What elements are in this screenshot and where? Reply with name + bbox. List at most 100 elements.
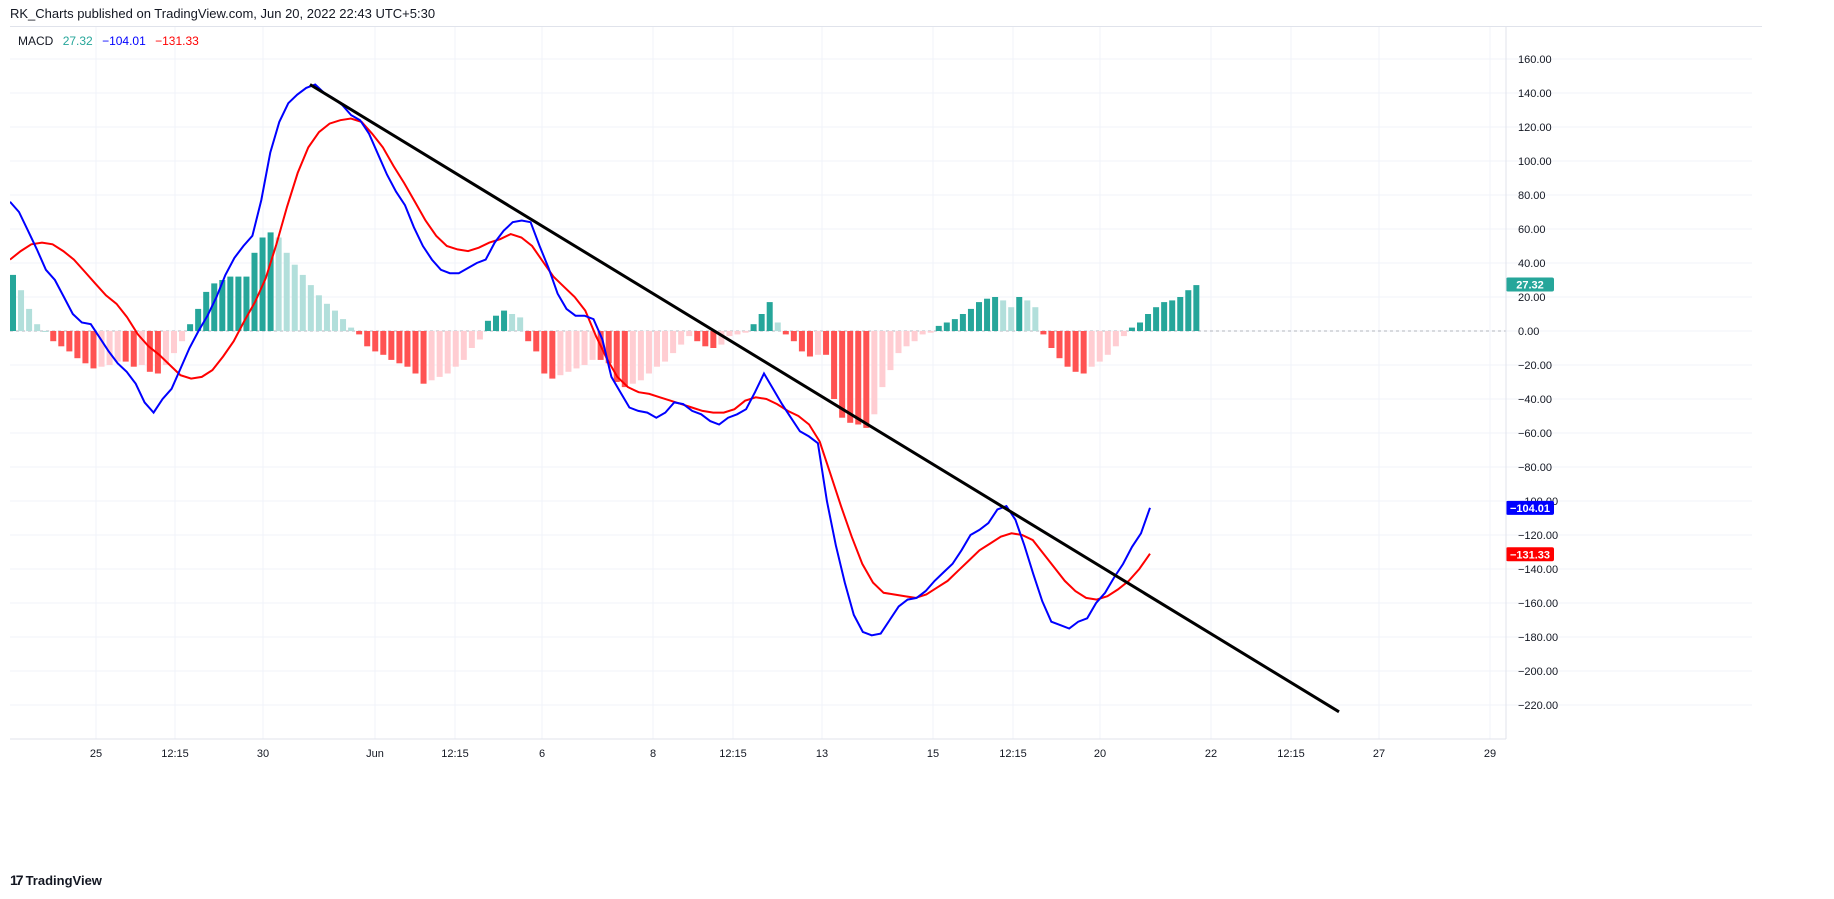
histogram-bar [509, 314, 516, 331]
histogram-bar [436, 331, 443, 377]
histogram-bar [203, 291, 210, 331]
histogram-bar [863, 331, 870, 428]
histogram-bar [50, 331, 57, 342]
histogram-bar [18, 290, 25, 331]
histogram-bar [742, 331, 749, 333]
y-tick-label: −200.00 [1518, 666, 1558, 678]
x-tick-label: 12:15 [161, 748, 189, 760]
histogram-bar [26, 308, 33, 331]
y-tick-label: −20.00 [1518, 360, 1552, 372]
histogram-bar [348, 327, 355, 331]
publish-info: RK_Charts published on TradingView.com, … [10, 6, 436, 21]
histogram-bar [637, 331, 644, 381]
histogram-bar [847, 331, 854, 423]
histogram-bar [291, 264, 298, 331]
histogram-bar [243, 276, 250, 331]
histogram-bar [444, 331, 451, 374]
histogram-bar [758, 314, 765, 331]
x-tick-label: 12:15 [441, 748, 469, 760]
histogram-bar [171, 331, 177, 354]
macd-value: −104.01 [102, 34, 146, 48]
macd-chart[interactable]: 160.00140.00120.00100.0080.0060.0040.002… [10, 27, 1762, 865]
histogram-bar [887, 331, 894, 371]
histogram-bar [219, 280, 226, 331]
histogram-bar [98, 331, 105, 367]
histogram-bar [1040, 331, 1047, 335]
histogram-bar [42, 331, 49, 332]
macd-badge-label: −104.01 [1510, 503, 1550, 515]
histogram-bar [774, 322, 781, 331]
histogram-bar [919, 331, 926, 335]
histogram-bar [581, 331, 588, 365]
x-tick-label: 27 [1373, 748, 1385, 760]
signal-badge [1506, 547, 1554, 562]
histogram-bar [1088, 331, 1095, 367]
histogram-bar [66, 331, 73, 352]
y-tick-label: −80.00 [1518, 462, 1552, 474]
tradingview-logo-icon: 17 [10, 872, 24, 888]
histogram-bar [1016, 297, 1023, 331]
histogram-bar [1072, 331, 1079, 372]
histogram-bar [1161, 302, 1168, 331]
hist-badge [1506, 277, 1554, 292]
x-tick-label: 15 [927, 748, 939, 760]
histogram-bar [501, 310, 508, 331]
histogram-bar [557, 331, 564, 376]
histogram-bar [162, 331, 169, 365]
histogram-bar [356, 331, 363, 335]
y-tick-label: −180.00 [1518, 632, 1558, 644]
histogram-bar [332, 310, 338, 331]
histogram-bar [541, 331, 548, 374]
histogram-bar [1193, 285, 1200, 331]
histogram-bar [10, 274, 16, 331]
y-tick-label: −40.00 [1518, 394, 1552, 406]
histogram-bar [476, 331, 483, 340]
histogram-bar [984, 298, 991, 331]
histogram-bar [871, 331, 878, 415]
histogram-bar [154, 331, 161, 374]
histogram-bar [412, 331, 419, 374]
indicator-name: MACD [18, 34, 54, 48]
histogram-bar [911, 331, 918, 342]
macd-badge [1506, 500, 1554, 515]
histogram-bar [525, 331, 532, 342]
histogram-bar [74, 331, 81, 359]
histogram-bar [372, 331, 379, 352]
y-tick-label: −160.00 [1518, 598, 1558, 610]
histogram-bar [396, 331, 403, 364]
histogram-bar [1128, 327, 1135, 331]
histogram-bar [992, 297, 999, 331]
histogram-bar [460, 331, 467, 360]
y-tick-label: 40.00 [1518, 258, 1546, 270]
histogram-bar [138, 331, 145, 365]
x-tick-label: 30 [257, 748, 269, 760]
y-tick-label: 0.00 [1518, 326, 1539, 338]
histogram-bar [34, 324, 41, 331]
histogram-bar [959, 314, 966, 331]
histogram-bar [694, 331, 701, 342]
histogram-bar [976, 302, 982, 331]
histogram-bar [380, 331, 387, 355]
histogram-bar [251, 252, 258, 331]
histogram-bar [227, 276, 234, 331]
trendline [309, 83, 1340, 714]
x-tick-label: 29 [1484, 748, 1496, 760]
histogram-bar [1153, 307, 1160, 331]
histogram-bar [1032, 307, 1039, 331]
histogram-bar [855, 331, 862, 425]
y-tick-label: 160.00 [1518, 54, 1552, 66]
histogram-bar [815, 331, 821, 355]
histogram-bar [106, 331, 113, 365]
histogram-bar [1104, 331, 1111, 355]
histogram-bar [235, 276, 242, 331]
macd-line [10, 83, 1151, 637]
histogram-bar [621, 331, 628, 388]
histogram-bar [654, 331, 660, 367]
histogram-bar [782, 331, 789, 335]
histogram-bar [951, 319, 958, 331]
histogram-bar [484, 320, 491, 331]
histogram-bar [283, 252, 290, 331]
histogram-bar [670, 331, 677, 354]
y-tick-label: 80.00 [1518, 190, 1546, 202]
y-tick-label: −220.00 [1518, 700, 1558, 712]
